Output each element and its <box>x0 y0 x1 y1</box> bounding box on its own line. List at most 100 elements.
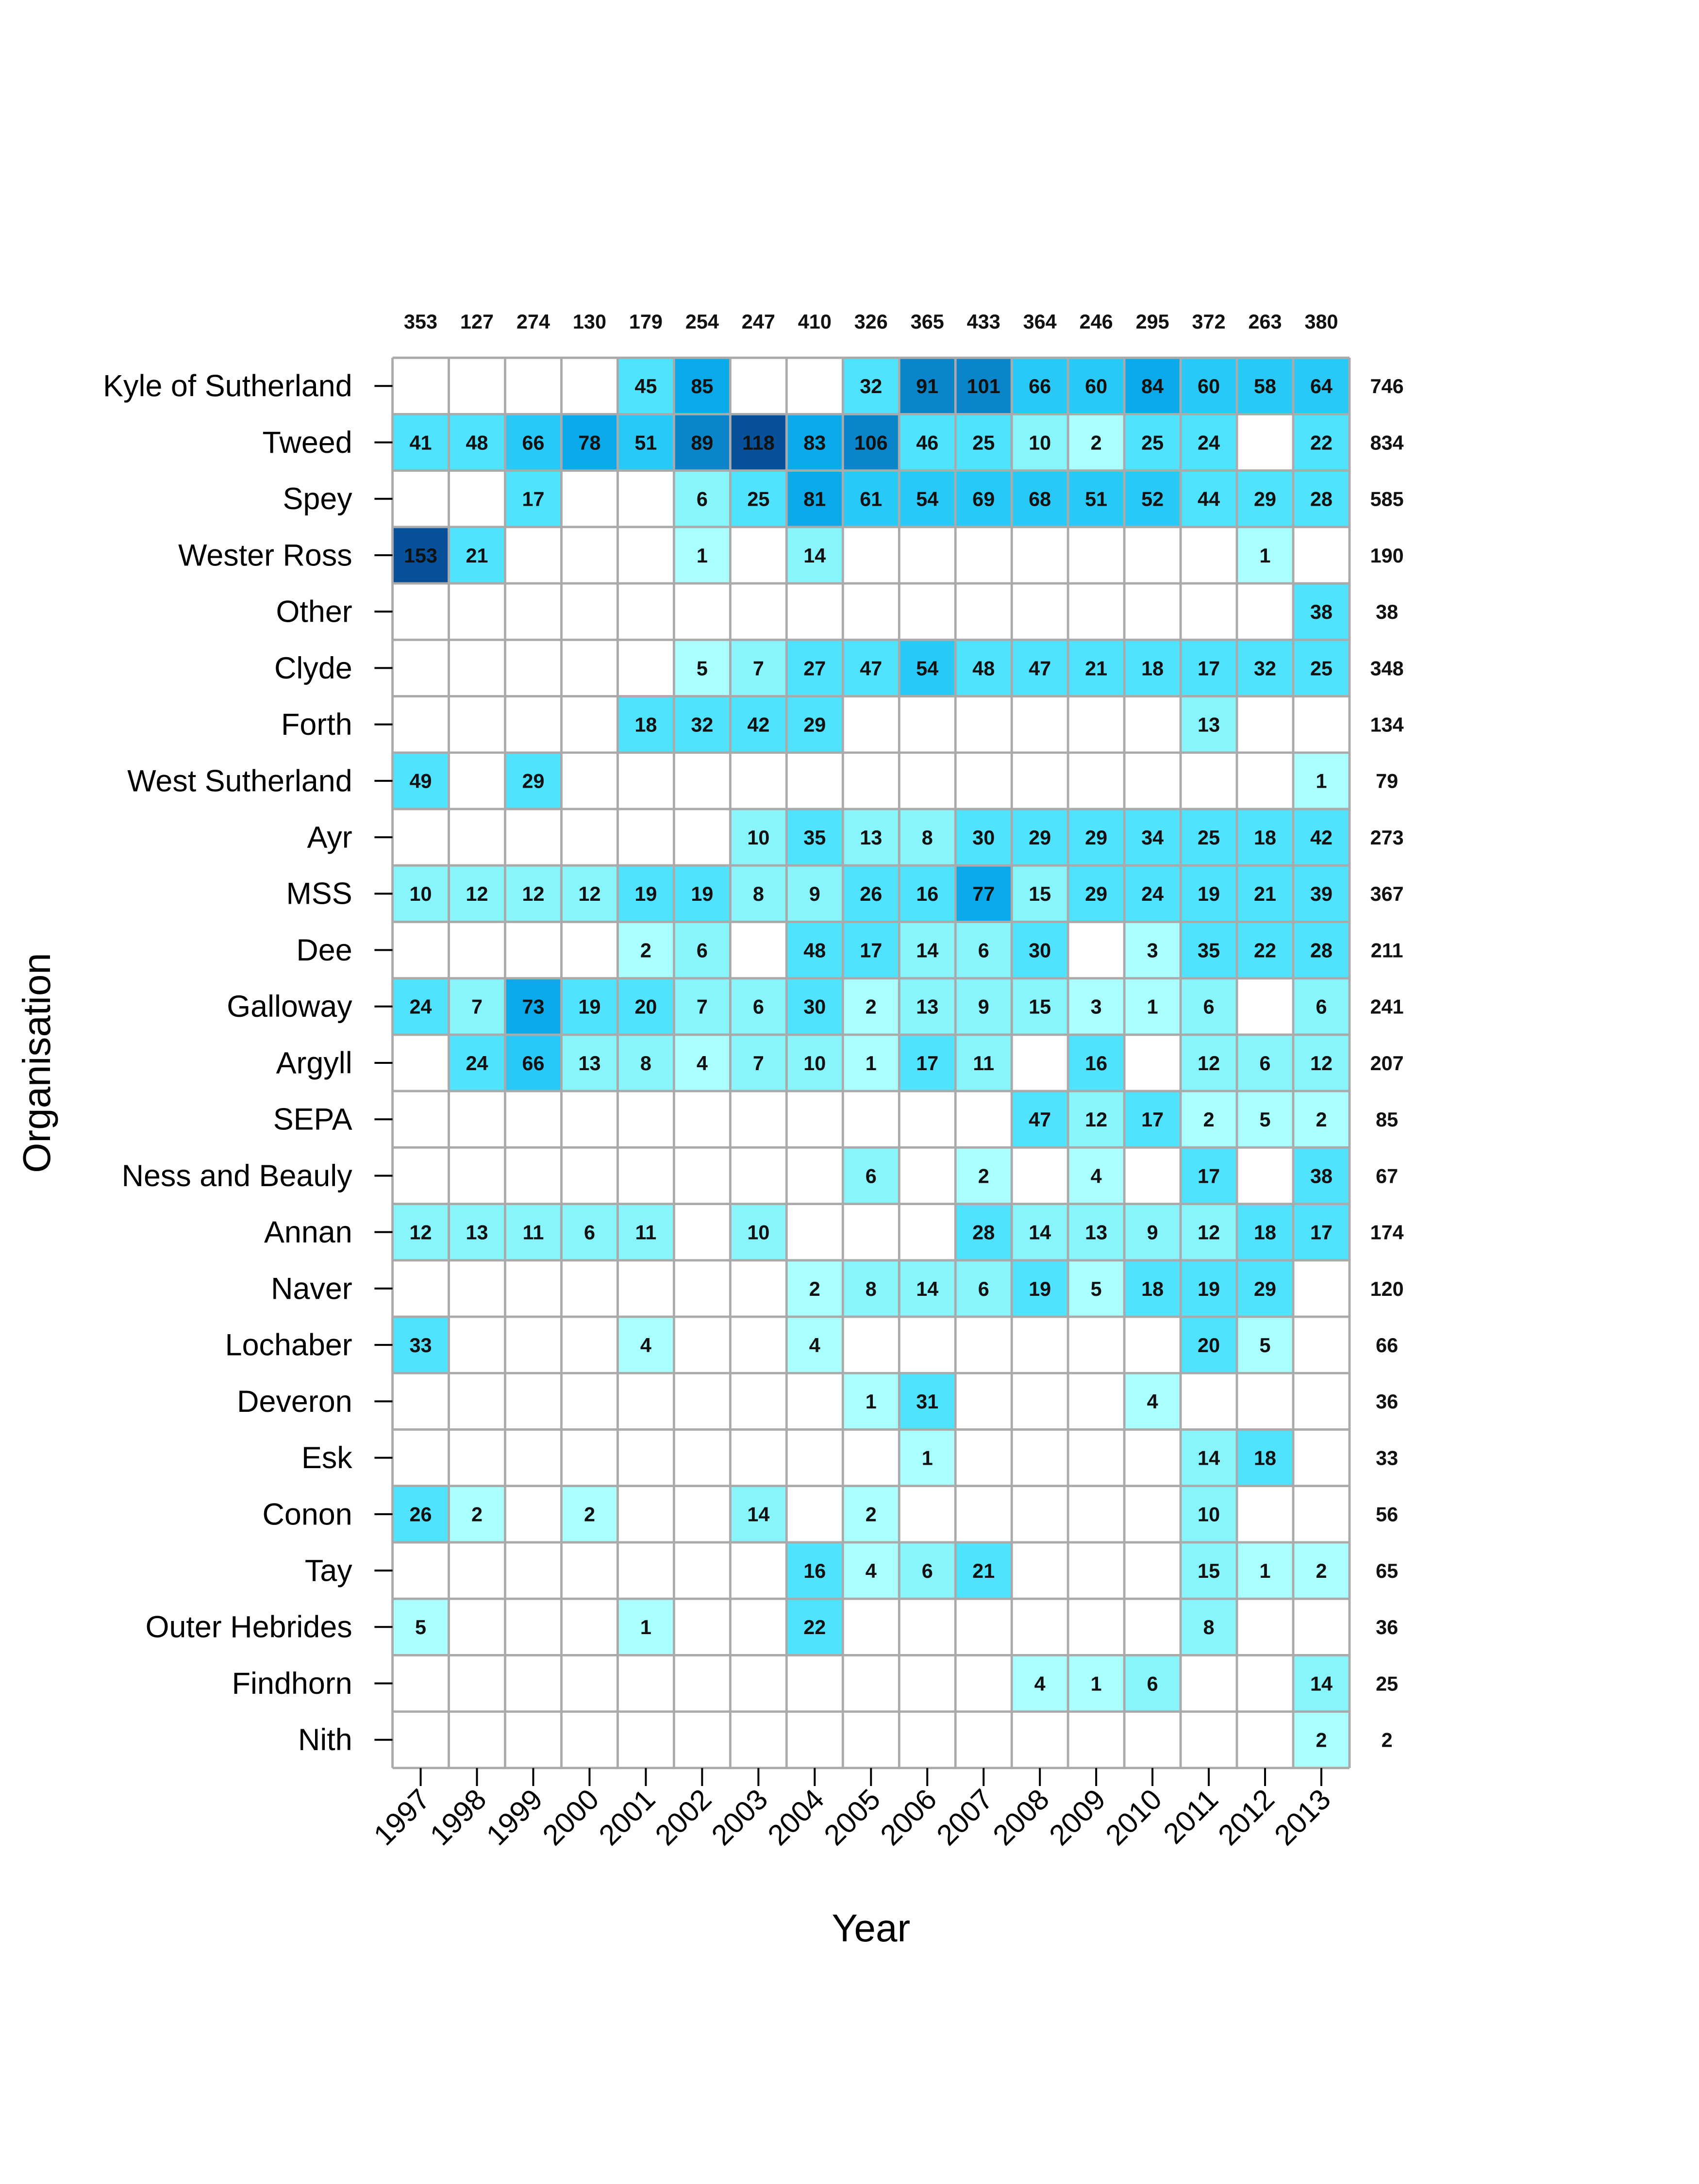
heatmap-cell <box>730 809 787 866</box>
heatmap-cell <box>1124 752 1181 809</box>
cell-value-label: 2 <box>978 1165 989 1187</box>
cell-value-label: 20 <box>1198 1334 1220 1357</box>
cell-value-label: 27 <box>803 657 826 679</box>
cell-value-label: 25 <box>1310 657 1333 679</box>
cell-value-label: 10 <box>410 883 432 905</box>
cell-value-label: 9 <box>978 996 989 1018</box>
heatmap-cell <box>955 1429 1012 1486</box>
heatmap-cell <box>1293 978 1349 1035</box>
heatmap-cell <box>449 922 505 978</box>
organisation-label: Lochaber <box>225 1328 352 1362</box>
heatmap-cell <box>392 1486 449 1542</box>
heatmap-cell <box>730 922 787 978</box>
heatmap-cell <box>674 865 731 922</box>
column-total-label: 372 <box>1192 311 1226 333</box>
heatmap-cell <box>1124 1147 1181 1204</box>
heatmap-cell <box>1068 1147 1125 1204</box>
heatmap-cell <box>1181 1147 1237 1204</box>
cell-value-label: 58 <box>1254 375 1276 397</box>
heatmap-cell <box>1181 1429 1237 1486</box>
heatmap-cell <box>392 1711 449 1768</box>
organisation-label: Findhorn <box>232 1667 352 1701</box>
heatmap-cell <box>1237 583 1294 640</box>
cell-value-label: 7 <box>471 996 483 1018</box>
cell-value-label: 6 <box>1260 1052 1271 1075</box>
heatmap-cell <box>449 470 505 527</box>
heatmap-cell <box>730 470 787 527</box>
heatmap-cell <box>617 922 674 978</box>
heatmap-cell <box>955 358 1012 414</box>
cell-value-label: 2 <box>584 1504 595 1526</box>
cell-value-label: 25 <box>1141 431 1164 454</box>
heatmap-cell <box>730 752 787 809</box>
heatmap-cell <box>505 358 562 414</box>
heatmap-cell <box>561 1373 618 1430</box>
heatmap-cell <box>392 1147 449 1204</box>
heatmap-cell <box>1181 1260 1237 1317</box>
heatmap-cell <box>1012 1599 1068 1655</box>
heatmap-cell <box>1068 1317 1125 1373</box>
heatmap-cell <box>1237 640 1294 696</box>
cell-value-label: 20 <box>634 996 657 1018</box>
heatmap-cell <box>1293 414 1349 471</box>
heatmap-cell <box>955 1317 1012 1373</box>
heatmap-cell <box>843 865 899 922</box>
cell-value-label: 25 <box>747 488 769 511</box>
heatmap-cell <box>1068 922 1125 978</box>
heatmap-cell <box>617 358 674 414</box>
column-total-label: 246 <box>1080 311 1113 333</box>
heatmap-cell <box>730 978 787 1035</box>
heatmap-cell <box>899 414 956 471</box>
heatmap-cell <box>1068 527 1125 584</box>
heatmap-cell <box>561 583 618 640</box>
heatmap-cell <box>1124 1655 1181 1712</box>
heatmap-cell <box>1124 1034 1181 1092</box>
cell-value-label: 26 <box>860 883 882 905</box>
heatmap-cell <box>1237 1599 1294 1655</box>
heatmap-cell <box>674 922 731 978</box>
cell-value-label: 10 <box>747 827 769 849</box>
heatmap-cell <box>505 1091 562 1148</box>
heatmap-cell <box>1237 1034 1294 1092</box>
year-label: 2009 <box>1043 1783 1112 1852</box>
column-total-label: 130 <box>573 311 606 333</box>
heatmap-cell <box>843 1147 899 1204</box>
heatmap-cell <box>730 358 787 414</box>
heatmap-cell <box>1237 1317 1294 1373</box>
cell-value-label: 2 <box>640 939 651 961</box>
heatmap-cell <box>392 1260 449 1317</box>
organisation-label: Outer Hebrides <box>146 1610 352 1644</box>
heatmap-cell <box>674 1373 731 1430</box>
year-label: 2002 <box>649 1783 718 1852</box>
heatmap-cell <box>674 1260 731 1317</box>
heatmap-cell <box>843 1317 899 1373</box>
heatmap-cell <box>1012 1429 1068 1486</box>
heatmap-cell <box>1068 414 1125 471</box>
cell-value-label: 6 <box>978 939 989 961</box>
row-total-label: 79 <box>1376 770 1398 793</box>
cell-value-label: 51 <box>634 431 657 454</box>
organisation-label: Spey <box>283 482 352 516</box>
heatmap-cell <box>786 1486 843 1542</box>
heatmap-cell <box>617 978 674 1035</box>
heatmap-cell <box>449 865 505 922</box>
heatmap-cell <box>561 1204 618 1260</box>
heatmap-cell <box>1012 1542 1068 1599</box>
row-total-label: 2 <box>1382 1729 1393 1752</box>
heatmap-cell <box>674 640 731 696</box>
column-totals: 353 127 274 130 179 254 247 410 326 365 433 364 246 2… <box>404 311 1338 333</box>
heatmap-cell <box>899 978 956 1035</box>
heatmap-cell <box>561 922 618 978</box>
cell-value-label: 8 <box>1203 1616 1215 1638</box>
heatmap-cell <box>1293 1486 1349 1542</box>
cell-value-label: 18 <box>1141 657 1164 679</box>
heatmap-cell <box>449 1373 505 1430</box>
heatmap-cell <box>1237 1711 1294 1768</box>
cell-value-label: 83 <box>803 431 826 454</box>
heatmap-cell <box>449 696 505 753</box>
row-total-label: 134 <box>1370 713 1404 736</box>
cell-value-label: 73 <box>522 996 544 1018</box>
organisation-label: Argyll <box>276 1046 352 1080</box>
organisation-label: Tweed <box>263 426 352 460</box>
heatmap-cell <box>1124 470 1181 527</box>
